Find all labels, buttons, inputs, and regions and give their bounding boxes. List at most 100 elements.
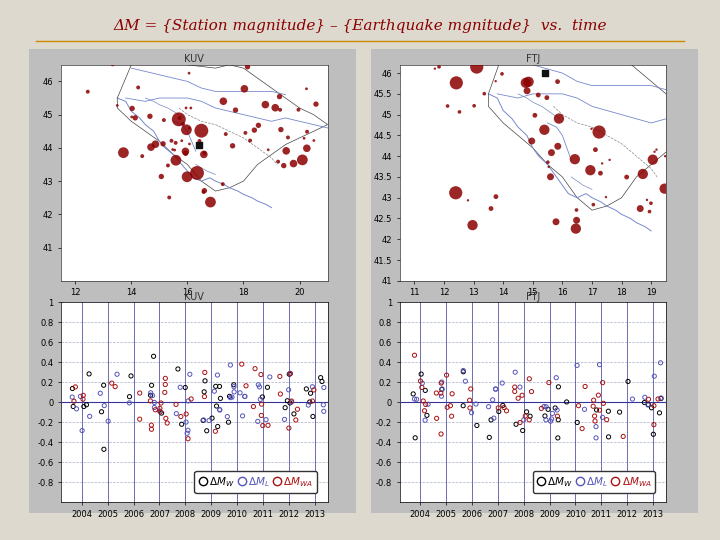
Point [134,415,145,423]
Point [526,137,538,145]
Point [185,104,197,112]
Point [173,35,184,44]
Point [509,383,521,391]
Point [240,129,251,137]
Point [651,145,662,154]
Point [82,87,94,96]
Point [642,400,654,409]
Point [597,413,608,422]
Point [418,397,429,406]
Point [539,125,550,134]
Point [84,369,95,378]
Point [539,69,550,77]
Point [419,407,431,415]
Point [272,157,284,166]
Point [284,369,296,377]
Point [199,186,210,195]
Point [158,116,170,124]
Point [194,137,205,145]
Point [464,403,476,412]
Point [496,379,508,387]
Point [431,389,442,397]
Point [594,406,606,415]
Point [409,395,420,403]
Point [307,397,318,406]
Point [523,375,535,383]
Point [154,407,166,415]
Point [490,192,502,201]
Point [450,24,462,33]
Point [175,412,186,421]
Point [637,170,649,178]
Point [416,379,428,388]
Point [514,418,526,427]
Point [645,199,657,207]
Point [107,60,119,69]
Point [410,434,421,442]
Point [316,377,328,386]
Point [513,394,524,402]
Point [228,388,240,396]
Point [126,113,138,122]
Point [117,148,129,157]
Point [214,406,225,414]
Point [248,126,260,134]
Point [260,415,271,424]
Point [261,383,273,391]
Point [307,382,318,391]
Point [198,416,210,424]
Point [252,417,264,426]
Point [464,396,475,404]
Point [436,384,448,393]
Point [297,156,308,164]
Point [176,137,187,145]
Point [256,400,267,409]
Point [659,184,670,193]
Point [154,404,166,413]
Point [127,104,138,113]
Point [124,399,135,407]
Point [655,394,667,403]
Point [146,381,158,389]
Point [199,388,210,396]
Point [445,401,456,410]
Point [446,389,458,398]
Point [214,382,225,391]
Point [225,361,236,369]
Point [236,360,248,368]
Point [420,386,431,395]
Point [485,416,497,424]
Point [639,393,651,402]
Point [644,207,655,216]
Point [441,371,452,380]
Point [622,377,634,386]
Point [249,364,261,373]
Point [148,398,160,407]
Point [106,379,117,387]
Point [647,430,659,438]
Point [523,415,535,424]
Point [180,149,192,158]
Point [230,106,241,114]
Point [479,89,490,98]
Point [172,364,184,373]
Point [520,78,531,87]
Point [98,445,109,454]
Point [552,77,563,86]
Point [649,372,660,381]
Point [545,417,557,426]
Point [569,155,580,164]
Point [498,403,510,412]
Point [590,434,602,442]
Point [451,78,462,87]
Point [572,418,583,427]
Point [78,391,89,400]
Point [302,401,314,409]
Point [130,113,141,122]
Point [561,397,572,406]
Point [67,384,78,393]
Point [234,388,246,397]
Point [588,396,600,404]
Point [450,188,462,197]
Point [274,105,286,114]
